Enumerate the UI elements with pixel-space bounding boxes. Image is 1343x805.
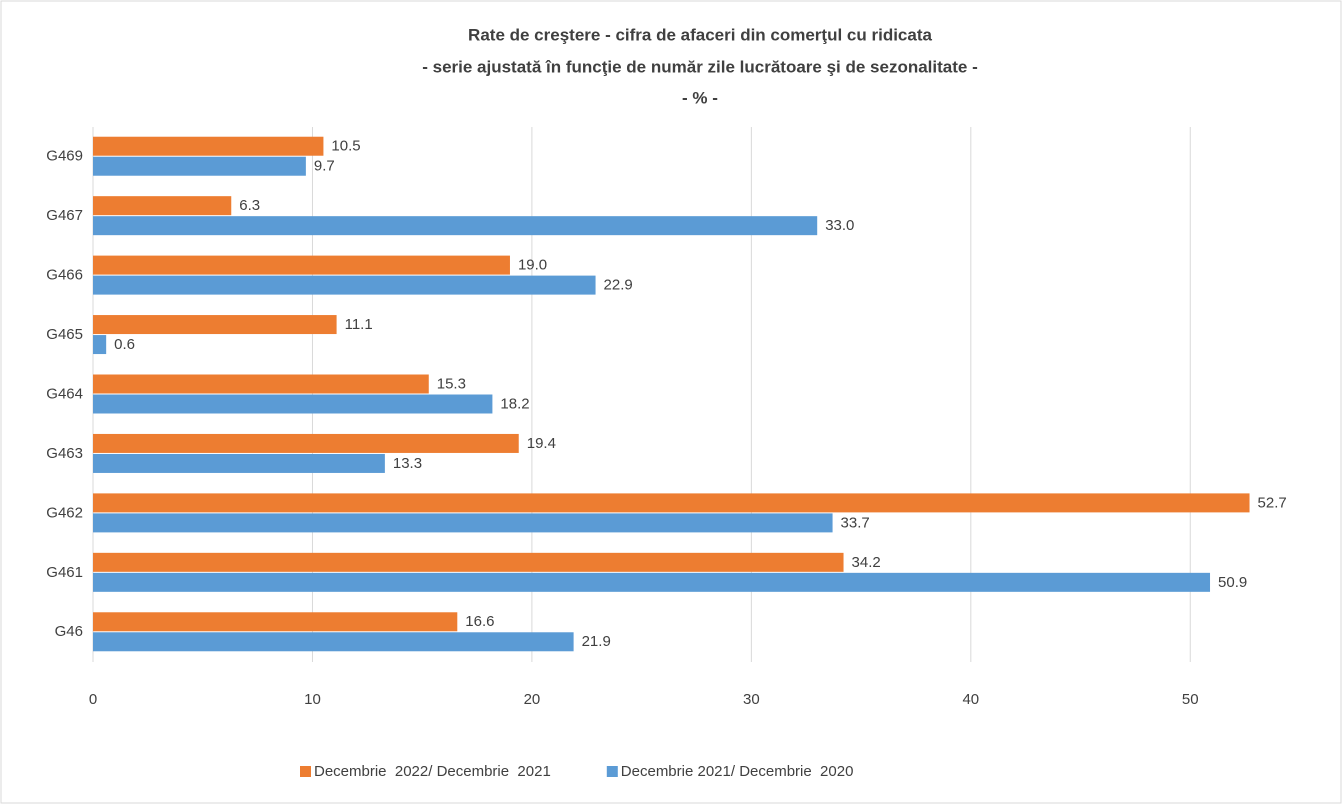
value-label: 18.2: [500, 395, 529, 412]
bar: [93, 136, 324, 156]
value-label: 21.9: [582, 633, 611, 650]
bar: [93, 374, 429, 394]
bar: [93, 453, 385, 473]
value-label: 16.6: [465, 613, 494, 630]
y-tick-label: G469: [46, 148, 83, 165]
value-label: 15.3: [437, 375, 466, 392]
value-label: 19.4: [527, 435, 556, 452]
legend-swatch: [300, 766, 311, 777]
value-label: 34.2: [852, 554, 881, 571]
value-label: 10.5: [331, 138, 360, 155]
x-tick-label: 0: [89, 691, 97, 708]
x-tick-label: 50: [1182, 691, 1199, 708]
value-label: 6.3: [239, 197, 260, 214]
value-label: 50.9: [1218, 574, 1247, 591]
y-tick-label: G464: [46, 385, 83, 402]
legend-label: Decembrie 2022/ Decembrie 2021: [314, 763, 551, 780]
y-tick-label: G461: [46, 564, 83, 581]
bar: [93, 632, 574, 652]
bar: [93, 156, 306, 176]
y-tick-label: G462: [46, 504, 83, 521]
x-tick-label: 10: [304, 691, 321, 708]
bar: [93, 552, 844, 572]
legend-label: Decembrie 2021/ Decembrie 2020: [621, 763, 854, 780]
value-label: 13.3: [393, 455, 422, 472]
bar: [93, 513, 833, 533]
x-tick-label: 20: [524, 691, 541, 708]
value-label: 0.6: [114, 336, 135, 353]
bar: [93, 196, 232, 216]
bar: [93, 255, 510, 275]
bar: [93, 335, 107, 355]
bar: [93, 493, 1250, 513]
value-label: 9.7: [314, 158, 335, 175]
y-tick-label: G46: [55, 623, 83, 640]
chart-unit: - % -: [682, 88, 718, 107]
y-tick-label: G465: [46, 326, 83, 343]
value-label: 11.1: [345, 316, 373, 333]
value-label: 19.0: [518, 257, 547, 274]
value-label: 52.7: [1258, 494, 1287, 511]
value-label: 22.9: [604, 277, 633, 294]
y-tick-label: G463: [46, 445, 83, 462]
x-tick-label: 30: [743, 691, 760, 708]
x-tick-label: 40: [962, 691, 979, 708]
bar: [93, 216, 818, 236]
chart-title: Rate de creştere - cifra de afaceri din …: [468, 25, 932, 44]
value-label: 33.0: [825, 217, 854, 234]
y-tick-label: G466: [46, 267, 83, 284]
bar: [93, 612, 458, 632]
bar: [93, 433, 519, 453]
bar: [93, 572, 1211, 592]
legend-swatch: [606, 766, 618, 777]
y-tick-label: G467: [46, 207, 83, 224]
bar: [93, 394, 493, 414]
bar: [93, 275, 596, 295]
chart-subtitle: - serie ajustată în funcţie de număr zil…: [422, 57, 978, 76]
value-label: 33.7: [841, 514, 870, 531]
bar: [93, 315, 337, 335]
